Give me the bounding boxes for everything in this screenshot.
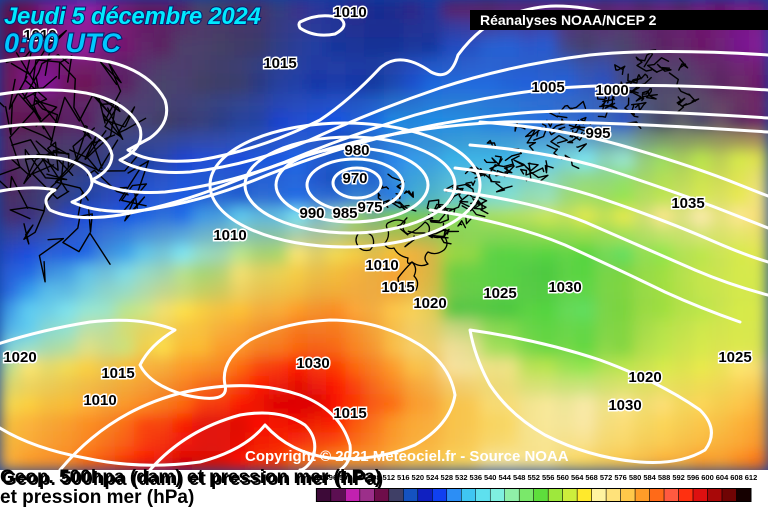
svg-text:496: 496	[325, 473, 338, 482]
svg-text:580: 580	[629, 473, 642, 482]
svg-text:0:00 UTC: 0:00 UTC	[4, 28, 122, 58]
svg-text:560: 560	[556, 473, 569, 482]
svg-text:504: 504	[354, 473, 367, 482]
svg-text:600: 600	[701, 473, 714, 482]
svg-text:604: 604	[716, 473, 729, 482]
svg-text:508: 508	[368, 473, 381, 482]
svg-text:520: 520	[412, 473, 425, 482]
svg-text:516: 516	[397, 473, 410, 482]
svg-text:532: 532	[455, 473, 468, 482]
svg-text:552: 552	[527, 473, 540, 482]
svg-text:Réanalyses NOAA/NCEP 2: Réanalyses NOAA/NCEP 2	[480, 12, 657, 28]
svg-text:et pression mer (hPa): et pression mer (hPa)	[0, 487, 194, 508]
svg-text:528: 528	[441, 473, 454, 482]
svg-text:512: 512	[383, 473, 396, 482]
svg-text:524: 524	[426, 473, 439, 482]
svg-text:596: 596	[687, 473, 700, 482]
svg-text:536: 536	[470, 473, 483, 482]
svg-text:492: 492	[310, 473, 323, 482]
svg-text:576: 576	[614, 473, 627, 482]
svg-text:572: 572	[600, 473, 613, 482]
svg-text:608: 608	[730, 473, 743, 482]
svg-text:548: 548	[513, 473, 526, 482]
svg-text:500: 500	[339, 473, 352, 482]
svg-text:544: 544	[498, 473, 511, 482]
svg-text:612: 612	[745, 473, 758, 482]
svg-text:568: 568	[585, 473, 598, 482]
svg-text:Jeudi 5 décembre 2024: Jeudi 5 décembre 2024	[4, 3, 261, 30]
svg-text:564: 564	[571, 473, 584, 482]
svg-text:540: 540	[484, 473, 497, 482]
svg-text:Copyright © 2021 Meteociel.fr: Copyright © 2021 Meteociel.fr - Source N…	[245, 448, 569, 465]
svg-text:556: 556	[542, 473, 555, 482]
svg-text:588: 588	[658, 473, 671, 482]
svg-text:584: 584	[643, 473, 656, 482]
svg-text:592: 592	[672, 473, 685, 482]
